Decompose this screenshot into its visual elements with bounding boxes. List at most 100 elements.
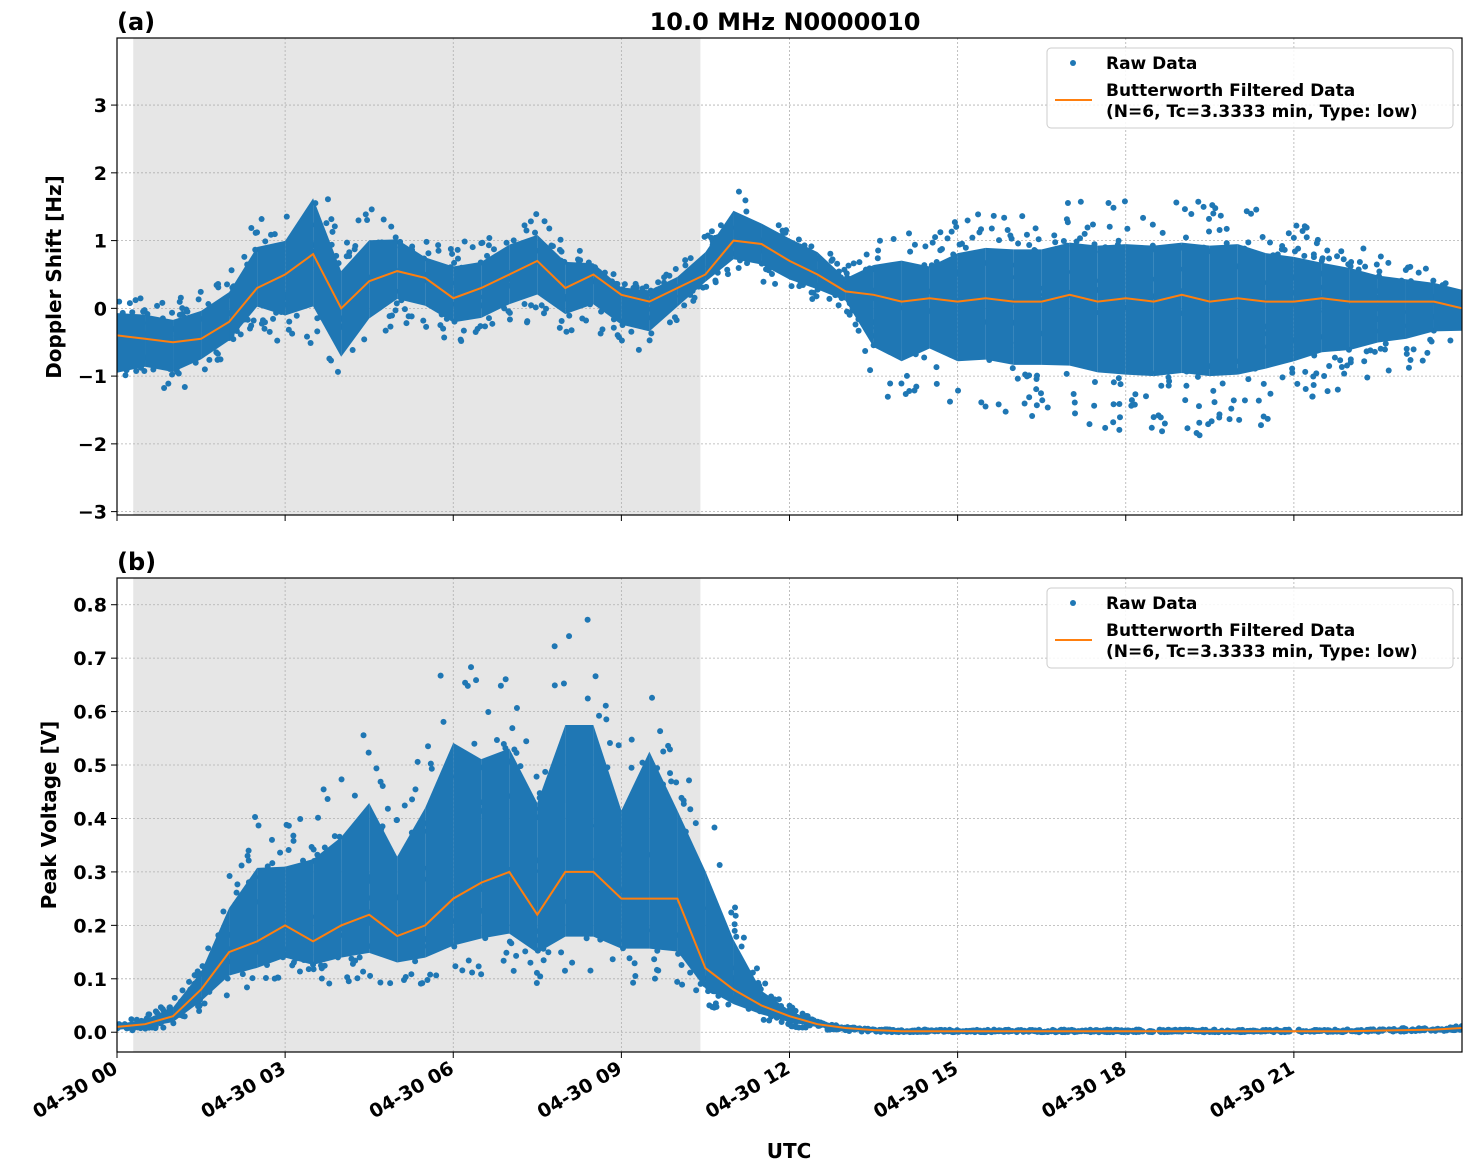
raw-data-point: [314, 328, 321, 335]
raw-data-point: [503, 239, 510, 246]
raw-data-point: [1314, 236, 1321, 243]
raw-data-point: [489, 320, 496, 327]
raw-data-point: [351, 246, 358, 253]
raw-data-point: [1161, 420, 1168, 427]
raw-data-point: [753, 965, 760, 972]
raw-data-point: [545, 949, 552, 956]
raw-data-point: [1285, 230, 1292, 237]
raw-data-point: [1128, 397, 1135, 404]
raw-data-point: [660, 748, 667, 755]
raw-data-point: [290, 832, 297, 839]
raw-data-point: [382, 327, 389, 334]
raw-data-point: [828, 257, 835, 264]
raw-data-point: [1245, 239, 1252, 246]
raw-data-point: [537, 973, 544, 980]
raw-data-point: [855, 327, 862, 334]
raw-data-point: [674, 978, 681, 985]
y-tick-label: 3: [94, 95, 107, 117]
raw-data-point: [680, 800, 687, 807]
raw-data-point: [1415, 269, 1422, 276]
y-axis-label-b: Peak Voltage [V]: [37, 721, 61, 910]
raw-data-point: [403, 320, 410, 327]
raw-data-point: [1376, 268, 1383, 275]
raw-data-point: [527, 218, 534, 225]
raw-data-point: [1212, 205, 1219, 212]
raw-data-point: [1181, 206, 1188, 213]
raw-data-point: [626, 955, 633, 962]
raw-data-point: [691, 294, 698, 301]
raw-data-dense-band: [1405, 279, 1434, 339]
raw-data-dense-band: [1041, 242, 1070, 366]
raw-data-point: [610, 271, 617, 278]
raw-data-point: [226, 872, 233, 879]
raw-data-point: [583, 935, 590, 942]
raw-data-point: [599, 326, 606, 333]
raw-data-point: [532, 229, 539, 236]
raw-data-point: [513, 704, 520, 711]
raw-data-dense-band: [369, 239, 398, 319]
raw-data-point: [1064, 219, 1071, 226]
raw-data-dense-band: [145, 314, 174, 373]
raw-data-point: [666, 319, 673, 326]
raw-data-point: [490, 246, 497, 253]
raw-data-point: [1091, 402, 1098, 409]
raw-data-point: [234, 881, 241, 888]
raw-data-point: [653, 966, 660, 973]
raw-data-point: [1037, 390, 1044, 397]
raw-data-point: [334, 368, 341, 375]
raw-data-point: [635, 346, 642, 353]
raw-data-dense-band: [1377, 275, 1406, 343]
raw-data-point: [506, 938, 513, 945]
raw-data-dense-band: [453, 742, 482, 946]
raw-data-point: [692, 820, 699, 827]
raw-data-point: [420, 317, 427, 324]
raw-data-point: [1110, 379, 1117, 386]
raw-data-point: [1007, 232, 1014, 239]
raw-data-point: [682, 262, 689, 269]
raw-data-point: [1424, 349, 1431, 356]
raw-data-point: [408, 313, 415, 320]
raw-data-point: [304, 333, 311, 340]
raw-data-point: [682, 257, 689, 264]
raw-data-point: [1405, 364, 1412, 371]
raw-data-point: [314, 315, 321, 322]
raw-data-point: [1044, 404, 1051, 411]
raw-data-point: [731, 921, 738, 928]
raw-data-dense-band: [369, 802, 398, 963]
raw-data-point: [1033, 402, 1040, 409]
raw-data-point: [368, 206, 375, 213]
raw-data-point: [250, 317, 257, 324]
raw-data-point: [464, 682, 471, 689]
raw-data-point: [154, 302, 161, 309]
raw-data-point: [289, 962, 296, 969]
raw-data-point: [962, 244, 969, 251]
raw-data-point: [632, 973, 639, 980]
raw-data-point: [364, 217, 371, 224]
raw-data-point: [583, 317, 590, 324]
raw-data-point: [297, 816, 304, 823]
raw-data-point: [452, 963, 459, 970]
raw-data-point: [1341, 370, 1348, 377]
raw-data-point: [329, 228, 336, 235]
raw-data-point: [176, 311, 183, 318]
raw-data-point: [412, 958, 419, 965]
raw-data-point: [648, 330, 655, 337]
raw-data-point: [890, 235, 897, 242]
raw-data-point: [1302, 385, 1309, 392]
raw-data-point: [772, 280, 779, 287]
raw-data-point: [482, 323, 489, 330]
raw-data-point: [850, 260, 857, 267]
raw-data-point: [1001, 214, 1008, 221]
raw-data-point: [568, 327, 575, 334]
raw-data-point: [1248, 210, 1255, 217]
raw-data-point: [343, 239, 350, 246]
raw-data-point: [628, 764, 635, 771]
raw-data-point: [903, 372, 910, 379]
raw-data-point: [461, 238, 468, 245]
raw-data-point: [561, 967, 568, 974]
raw-data-point: [296, 968, 303, 975]
x-tick-label: 04-30 12: [702, 1057, 794, 1123]
raw-data-point: [338, 776, 345, 783]
raw-data-point: [792, 1024, 799, 1031]
raw-data-point: [285, 846, 292, 853]
